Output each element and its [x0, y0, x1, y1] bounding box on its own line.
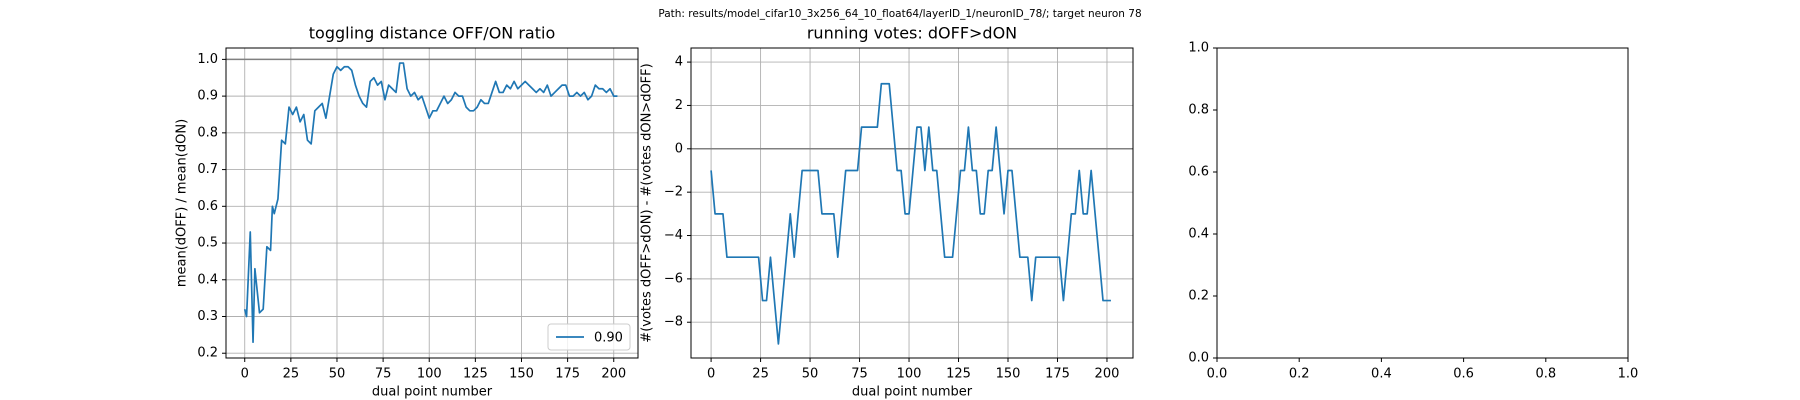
y-tick-label: 1.0 — [197, 52, 218, 67]
x-tick-label: 150 — [509, 367, 534, 382]
x-tick-label: 200 — [601, 367, 626, 382]
x-tick-label: 25 — [752, 367, 769, 382]
y-tick-label: −8 — [664, 315, 683, 330]
y-tick-label: 2 — [675, 98, 683, 113]
x-axis-label: dual point number — [372, 385, 493, 400]
legend-box — [547, 323, 631, 351]
y-tick-label: 0.4 — [197, 272, 218, 287]
legend-label: 0.90 — [594, 331, 623, 346]
y-tick-label: −4 — [664, 228, 683, 243]
x-tick-label: 100 — [417, 367, 442, 382]
y-tick-label: 0.3 — [197, 309, 218, 324]
y-tick-label: 0 — [675, 141, 683, 156]
x-tick-label: 50 — [802, 367, 819, 382]
x-tick-label: 25 — [283, 367, 300, 382]
x-tick-label: 150 — [996, 367, 1021, 382]
y-tick-label: 0.6 — [197, 199, 218, 214]
y-tick-label: 0.8 — [197, 125, 218, 140]
x-tick-label: 75 — [851, 367, 868, 382]
y-tick-label: 0.6 — [1188, 165, 1209, 180]
axes-frame — [1216, 47, 1629, 359]
x-axis-label: dual point number — [852, 385, 973, 400]
x-tick-label: 100 — [897, 367, 922, 382]
x-tick-label: 0 — [241, 367, 249, 382]
x-tick-label: 0.0 — [1207, 367, 1228, 382]
x-tick-label: 1.0 — [1618, 367, 1639, 382]
y-tick-label: 0.9 — [197, 89, 218, 104]
y-tick-label: 0.5 — [197, 236, 218, 251]
x-tick-label: 125 — [463, 367, 488, 382]
y-tick-label: 0.7 — [197, 162, 218, 177]
x-tick-label: 0 — [707, 367, 715, 382]
y-tick-label: 0.8 — [1188, 103, 1209, 118]
y-axis-label: #(votes dOFF>dON) - #(votes dON>dOFF) — [640, 63, 655, 342]
data-line — [243, 62, 618, 344]
x-tick-label: 175 — [1045, 367, 1070, 382]
figure-title: Path: results/model_cifar10_3x256_64_10_… — [658, 8, 1141, 20]
x-tick-label: 0.4 — [1371, 367, 1392, 382]
x-tick-label: 200 — [1095, 367, 1120, 382]
y-tick-label: −2 — [664, 185, 683, 200]
y-tick-label: 0.2 — [1188, 289, 1209, 304]
x-tick-label: 50 — [329, 367, 346, 382]
x-tick-label: 175 — [555, 367, 580, 382]
axes-frame — [690, 47, 1134, 359]
y-tick-label: 1.0 — [1188, 41, 1209, 56]
x-tick-label: 125 — [946, 367, 971, 382]
x-tick-label: 0.6 — [1453, 367, 1474, 382]
y-tick-label: 0.4 — [1188, 227, 1209, 242]
axes-title: running votes: dOFF>dON — [807, 24, 1017, 43]
y-tick-label: 4 — [675, 55, 683, 70]
x-tick-label: 0.2 — [1289, 367, 1310, 382]
axes-title: toggling distance OFF/ON ratio — [309, 24, 555, 43]
y-axis-label: mean(dOFF) / mean(dON) — [175, 119, 190, 287]
y-tick-label: 0.0 — [1188, 351, 1209, 366]
axes-frame — [225, 47, 639, 359]
y-tick-label: 0.2 — [197, 346, 218, 361]
x-tick-label: 75 — [375, 367, 392, 382]
y-tick-label: −6 — [664, 271, 683, 286]
x-tick-label: 0.8 — [1535, 367, 1556, 382]
data-line — [710, 82, 1111, 345]
